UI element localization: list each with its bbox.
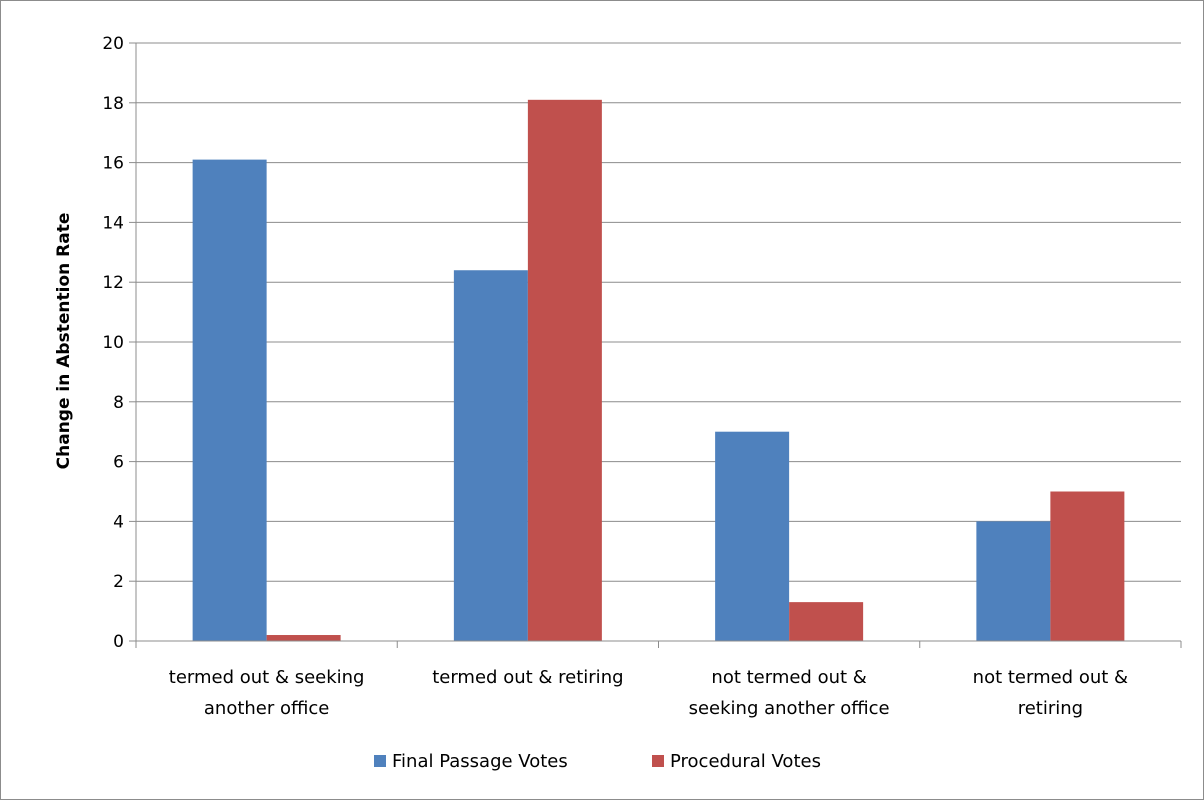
legend: Final Passage Votes Procedural Votes [374,751,821,772]
y-tick-label: 18 [102,94,124,114]
x-tick-label: not termed out & [711,667,866,688]
y-tick-label: 20 [102,34,124,54]
x-tick-label: another office [204,698,330,719]
y-tick-label: 2 [113,572,124,592]
legend-swatch [652,755,664,767]
x-tick-label: termed out & seeking [169,667,365,688]
bar-final-passage-votes [192,159,267,642]
x-tick-label: termed out & retiring [432,667,623,688]
legend-label: Procedural Votes [670,751,821,772]
y-tick-label: 12 [102,273,124,293]
legend-swatch [374,755,386,767]
x-tick-label: not termed out & [973,667,1128,688]
bar-procedural-votes [1050,491,1125,641]
y-tick-label: 0 [113,632,124,652]
y-axis-title: Change in Abstention Rate [54,213,74,470]
y-tick-label: 16 [102,154,124,174]
y-tick-label: 8 [113,393,124,413]
bar-procedural-votes [266,635,341,641]
bar-final-passage-votes [715,431,790,641]
x-tick-label: retiring [1018,698,1083,719]
bar-procedural-votes [789,602,864,641]
axes [129,42,1182,648]
bar-final-passage-votes [453,270,528,641]
x-tick-label: seeking another office [689,698,890,719]
y-tick-label: 10 [102,333,124,353]
legend-label: Final Passage Votes [392,751,568,772]
y-tick-label: 14 [102,213,124,233]
y-tick-label: 6 [113,453,124,473]
bars [192,99,1125,642]
bar-procedural-votes [527,99,602,641]
labels: 0 2 4 6 8 10 12 14 16 18 20 termed out & seeking ano… [102,34,1128,719]
gridlines [136,42,1181,582]
y-tick-label: 4 [113,512,124,532]
bar-final-passage-votes [976,521,1051,641]
